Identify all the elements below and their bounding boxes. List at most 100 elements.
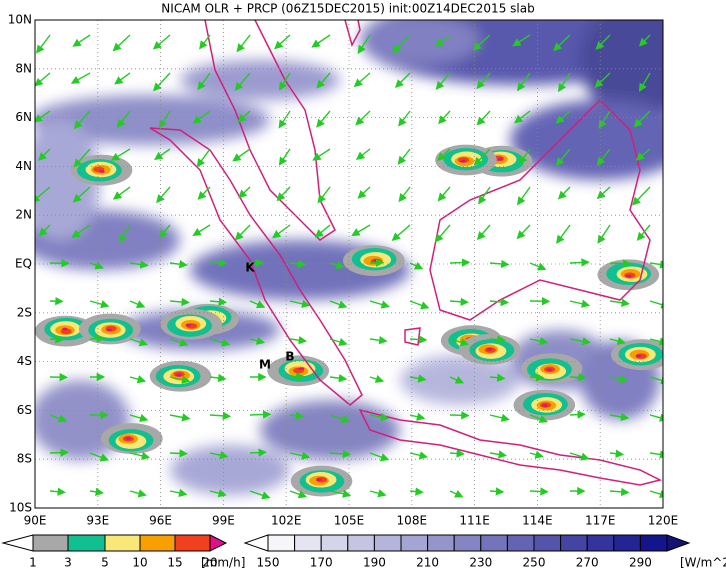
wind-arrow [197,186,211,200]
wind-arrow [209,451,229,460]
wind-arrow [517,72,531,92]
cbar-box [480,534,508,552]
lon-label: 120E [648,514,679,528]
wind-arrow [529,450,544,459]
wind-arrow [472,34,491,51]
wind-arrow [49,335,64,344]
wind-arrow [649,337,663,346]
wind-arrow [129,338,148,347]
cbar-label: 210 [416,556,439,570]
wind-arrow [209,411,232,421]
wind-arrow [569,452,590,461]
wind-arrow [73,148,91,168]
rain-cell [542,404,548,407]
rain-cell [625,274,632,278]
cbar-box [586,534,615,552]
wind-arrow [351,224,371,237]
lon-label: 96E [149,514,172,528]
wind-arrow [118,224,131,244]
wind-arrow [355,148,371,160]
rain-cell [176,373,182,377]
wind-arrow [609,298,630,307]
wind-arrow [89,261,104,270]
lon-label: 108E [397,514,428,528]
wind-arrow [489,335,506,344]
wind-arrow [609,259,632,268]
graticule [35,20,663,508]
wind-arrow [249,448,267,457]
wind-arrow [312,148,331,161]
wind-arrow [555,148,571,167]
wind-arrow [38,224,51,237]
wind-arrow [158,110,171,129]
cbar-label: 3 [64,556,72,570]
wind-arrow [289,490,308,499]
wind-arrow [156,186,171,204]
wind-arrow [169,413,191,422]
wind-arrow [649,260,663,269]
place-label: B [285,350,294,364]
wind-arrow [169,297,190,307]
cbar-label: 170 [310,556,333,570]
cbar-box [506,534,535,552]
wind-arrow [234,224,251,241]
wind-arrow [192,224,211,236]
wind-arrow [129,489,147,498]
place-label: M [259,358,271,372]
wind-arrow [409,335,428,344]
lat-label: 4S [17,354,32,368]
wind-arrow [89,334,105,343]
wind-arrow [478,186,491,205]
map-title: NICAM OLR + PRCP (06Z15DEC2015) init:00Z… [161,2,534,16]
wind-arrow [169,488,188,498]
cbar-unit: [W/m^2] [680,556,726,570]
rain-cell [62,327,68,331]
wind-arrow [512,34,531,47]
cbar-box [67,534,106,552]
cbar-box [453,534,482,552]
cbar-label: 15 [167,556,182,570]
axis-labels: 90E 93E 96E 99E 102E 105E 108E 111E 114E 117E 120E… [8,13,679,528]
cbar-box [613,534,641,552]
cloud [35,95,270,145]
wind-arrow [609,449,625,458]
wind-arrow [237,110,251,123]
wind-arrow [249,336,266,345]
wind-arrow [649,376,663,385]
wind-arrow [274,34,291,50]
cbar-tri [209,534,228,552]
wind-arrow [289,451,311,460]
cbar-box [320,534,349,552]
wind-arrow [192,110,211,124]
wind-arrow [596,148,611,166]
wind-arrow [276,186,291,202]
rain-cell [486,347,493,351]
lat-label: 6N [15,110,32,124]
wind-arrow [595,34,611,50]
wind-arrow [529,262,547,271]
wind-arrow [89,452,109,462]
wind-arrow [316,110,331,128]
wind-arrow [169,375,191,384]
wind-arrow [558,72,571,93]
wind-vectors [35,34,663,500]
wind-arrow [449,258,471,267]
lon-label: 99E [212,514,235,528]
wind-arrow [353,72,371,88]
wind-arrow [553,34,571,52]
wind-arrow [35,110,51,123]
wind-arrow [236,34,251,53]
wind-arrow [70,72,91,84]
wind-arrow [476,224,491,241]
wind-arrow [633,110,651,128]
wind-arrow [489,297,510,307]
wind-arrow [369,258,385,267]
wind-arrow [369,300,390,309]
wind-arrow [232,148,251,162]
cbar-box [267,534,296,552]
cbar-box [347,534,375,552]
wind-arrow [489,450,507,459]
lon-label: 111E [459,514,490,528]
wind-arrow [391,224,411,241]
wind-arrow [158,224,171,239]
